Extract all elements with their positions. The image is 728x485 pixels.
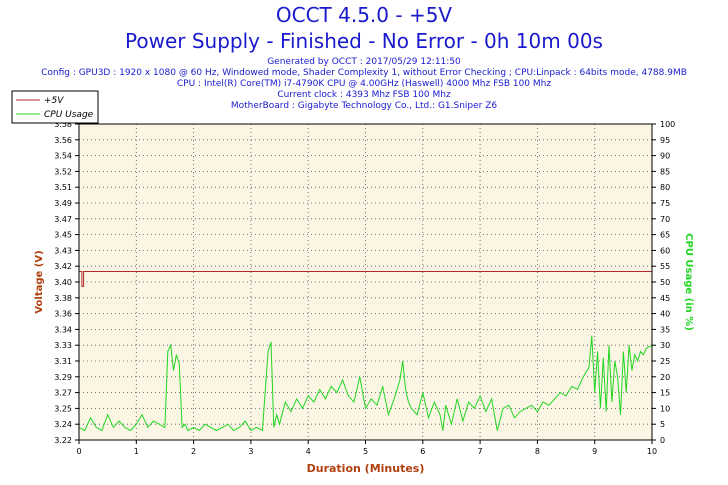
y-tick-label: 3.42: [54, 262, 72, 271]
y2-tick-label: 45: [660, 294, 670, 303]
tick-labels: 0 1 2 3 4 5 6 7 8 9 103.223.243.253.273.293.313.33…: [54, 120, 675, 456]
x-tick-label: 5: [363, 447, 368, 456]
legend-label-cpu: CPU Usage: [44, 110, 94, 120]
series-cpu-line: [78, 335, 653, 432]
x-tick-label: 1: [134, 447, 139, 456]
y2-tick-label: 40: [660, 310, 670, 319]
generated-info: Generated by OCCT : 2017/05/29 12:11:50: [267, 57, 461, 67]
y-tick-label: 3.43: [54, 246, 72, 255]
config-info: Config : GPU3D : 1920 x 1080 @ 60 Hz, Wi…: [41, 68, 687, 78]
y-tick-label: 3.40: [54, 278, 72, 287]
y-tick-label: 3.25: [54, 404, 72, 413]
y-tick-label: 3.27: [54, 389, 72, 398]
y2-tick-label: 100: [660, 120, 675, 129]
y2-tick-label: 25: [660, 357, 670, 366]
motherboard-info: MotherBoard : Gigabyte Technology Co., L…: [230, 101, 498, 111]
legend-label-voltage: +5V: [44, 96, 64, 106]
x-tick-label: 6: [420, 447, 425, 456]
y2-tick-label: 60: [660, 246, 670, 255]
y-tick-label: 3.36: [54, 310, 72, 319]
y-tick-label: 3.45: [54, 231, 72, 240]
y-tick-label: 3.56: [54, 136, 72, 145]
x-tick-label: 0: [76, 447, 81, 456]
legend: +5V CPU Usage: [11, 90, 99, 124]
axes: [75, 123, 656, 444]
x-axis-label: Duration (Minutes): [307, 462, 425, 475]
y-tick-label: 3.52: [54, 167, 72, 176]
y-tick-label: 3.29: [54, 373, 72, 382]
y2-tick-label: 20: [660, 373, 670, 382]
y-tick-label: 3.24: [54, 420, 72, 429]
y2-tick-label: 70: [660, 215, 670, 224]
y2-axis-label: CPU Usage (in %): [683, 233, 694, 331]
x-tick-label: 7: [478, 447, 483, 456]
series-voltage-line: [79, 271, 652, 287]
chart-subtitle: Power Supply - Finished - No Error - 0h …: [125, 29, 603, 53]
y2-tick-label: 35: [660, 325, 670, 334]
x-tick-label: 3: [248, 447, 253, 456]
y-tick-label: 3.58: [54, 120, 72, 129]
y2-tick-label: 0: [660, 436, 665, 445]
y2-tick-label: 50: [660, 278, 670, 287]
y-tick-label: 3.22: [54, 436, 72, 445]
y-axis-label: Voltage (V): [34, 250, 45, 313]
y2-tick-label: 75: [660, 199, 670, 208]
y2-tick-label: 10: [660, 404, 670, 413]
y-tick-label: 3.49: [54, 199, 72, 208]
y-tick-label: 3.31: [54, 357, 72, 366]
y2-tick-label: 65: [660, 231, 670, 240]
y2-tick-label: 85: [660, 167, 670, 176]
x-tick-label: 10: [647, 447, 657, 456]
series-layer: [78, 271, 653, 432]
y2-tick-label: 90: [660, 152, 670, 161]
gridlines: [79, 124, 652, 440]
y-tick-label: 3.51: [54, 183, 72, 192]
x-tick-label: 9: [592, 447, 597, 456]
y-tick-label: 3.54: [54, 152, 72, 161]
x-tick-label: 8: [535, 447, 540, 456]
y2-tick-label: 30: [660, 341, 670, 350]
x-tick-label: 2: [191, 447, 196, 456]
clock-info: Current clock : 4393 Mhz FSB 100 Mhz: [277, 90, 451, 100]
x-tick-label: 4: [306, 447, 311, 456]
y2-tick-label: 15: [660, 389, 670, 398]
chart-title: OCCT 4.5.0 - +5V: [275, 3, 453, 27]
y2-tick-label: 55: [660, 262, 670, 271]
cpu-info: CPU : Intel(R) Core(TM) i7-4790K CPU @ 4…: [176, 79, 552, 89]
y2-tick-label: 95: [660, 136, 670, 145]
y2-tick-label: 80: [660, 183, 670, 192]
y-tick-label: 3.38: [54, 294, 72, 303]
y-tick-label: 3.47: [54, 215, 72, 224]
y-tick-label: 3.33: [54, 341, 72, 350]
legend-box: [11, 90, 99, 124]
y-tick-label: 3.34: [54, 325, 72, 334]
y2-tick-label: 5: [660, 420, 665, 429]
